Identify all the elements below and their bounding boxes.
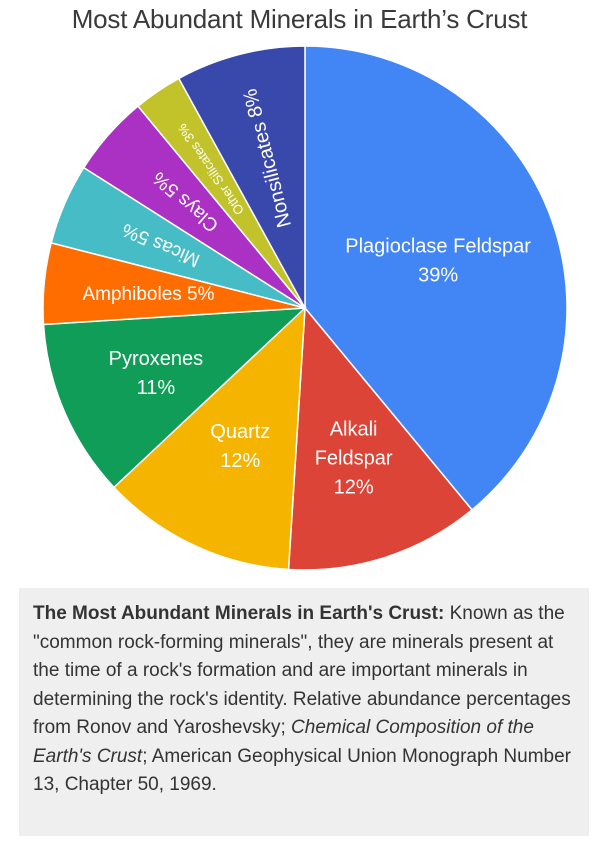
slice-label-alkali-feldspar: Alkali Feldspar 12% [315, 419, 393, 499]
pie-slice-pyroxenes [42, 307, 308, 489]
caption-bold: The Most Abundant Minerals in Earth's Cr… [33, 603, 445, 624]
slice-label-quartz: Quartz 12% [210, 421, 270, 472]
caption-italic: Chemical Composition of the Earth's Crus… [33, 717, 534, 767]
caption-text-2: ; American Geophysical Union Monograph N… [33, 745, 571, 796]
caption-text-1: Known as the "common rock-forming minera… [33, 603, 571, 738]
slice-label-pyroxenes: Pyroxenes 11% [109, 348, 204, 399]
chart-title: Most Abundant Minerals in Earth’s Crust [71, 4, 528, 34]
pie-slice-plagioclase-feldspar [304, 45, 568, 511]
slice-label-plagioclase-feldspar: Plagioclase Feldspar 39% [345, 236, 531, 287]
figure-caption: The Most Abundant Minerals in Earth's Cr… [19, 588, 589, 836]
slice-label-amphiboles: Amphiboles 5% [82, 284, 214, 305]
pie-slice-alkali-feldspar [287, 306, 474, 571]
pie-slice-quartz [112, 306, 306, 571]
pie-chart: Plagioclase Feldspar 39% Alkali Feldspar 12%… [42, 45, 568, 571]
pie-slice-nonsilicates [177, 45, 306, 309]
